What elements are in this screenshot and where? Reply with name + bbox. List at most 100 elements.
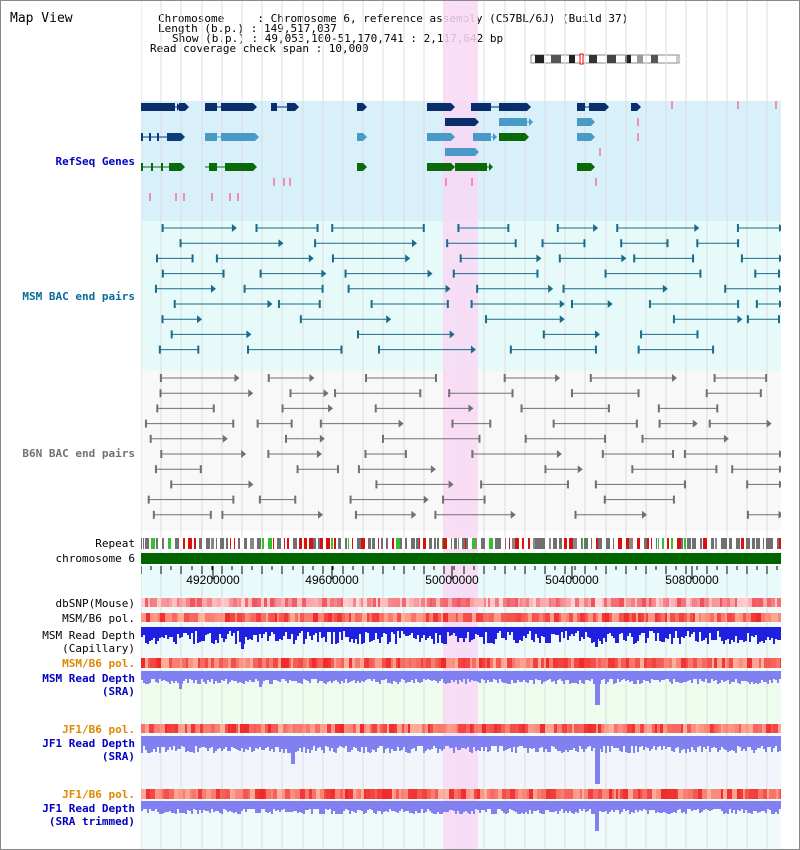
jf1-b6-pol-cell	[155, 789, 159, 799]
msm-capillary-depth-bar	[627, 631, 629, 636]
msm-sra-depth-bar	[275, 679, 277, 680]
jf1-b6-pol-cell	[433, 724, 437, 733]
jf1-trimmed-depth-bar	[335, 809, 337, 814]
jf1-sra-depth-bar	[509, 746, 511, 748]
repeat-element	[320, 538, 323, 549]
b6n-bac-pair-end	[267, 374, 270, 382]
track-label-jf1-b6-pol-2[interactable]: JF1/B6 pol.	[62, 788, 135, 801]
msm-sra-depth-bar	[341, 679, 343, 681]
msm-bac-pair-end	[191, 254, 194, 263]
msm-sra-depth-bar	[257, 679, 259, 681]
jf1-b6-pol-cell	[364, 724, 366, 733]
msm-b6-pol-cell	[515, 613, 519, 622]
gene-strand-arrow	[591, 163, 595, 171]
jf1-sra-depth-bar	[171, 746, 173, 750]
msm-capillary-depth-bar	[763, 631, 765, 643]
chromosome-ideogram[interactable]	[529, 53, 684, 65]
msm-capillary-depth-bar	[197, 631, 199, 643]
jf1-b6-pol-cell	[438, 789, 443, 799]
msm-b6-pol-cell	[231, 658, 236, 668]
axis-tick-label: 50800000	[665, 573, 719, 587]
msm-b6-pol-cell	[379, 613, 384, 622]
b6n-bac-pair-end	[503, 374, 506, 382]
msm-sra-depth-bar	[491, 679, 493, 682]
msm-sra-depth-bar	[649, 679, 651, 683]
track-label-jf1-read-sra[interactable]: JF1 Read Depth	[42, 737, 135, 750]
dbsnp-cell	[579, 598, 584, 607]
msm-sra-depth-bar	[293, 679, 295, 681]
msm-b6-pol-cell	[577, 613, 580, 622]
msm-capillary-depth-bar	[741, 631, 743, 640]
track-label-repeat[interactable]: Repeat	[95, 537, 135, 550]
track-label-msm-b6-pol-2[interactable]: MSM/B6 pol.	[62, 657, 135, 670]
jf1-b6-pol-cell	[348, 789, 353, 799]
dbsnp-cell	[631, 598, 635, 607]
jf1-b6-pol-cell	[303, 724, 306, 733]
jf1-b6-pol-cell	[443, 789, 445, 799]
dbsnp-cell	[709, 598, 712, 607]
msm-capillary-depth-bar	[411, 631, 413, 633]
b6n-bac-pair-end	[334, 389, 337, 398]
jf1-b6-pol-cell	[732, 789, 737, 799]
dbsnp-cell	[490, 598, 495, 607]
dbsnp-cell	[152, 598, 157, 607]
jf1-sra-depth-bar	[213, 746, 215, 753]
track-label-jf1-read-trim[interactable]: JF1 Read Depth	[42, 802, 135, 815]
repeat-element	[651, 538, 652, 549]
msm-capillary-depth-bar	[371, 631, 373, 641]
repeat-element	[211, 538, 214, 549]
gene-exon	[141, 133, 143, 141]
jf1-b6-pol-cell	[422, 724, 425, 733]
jf1-b6-pol-cell	[200, 724, 203, 733]
track-label-jf1-b6-pol-1[interactable]: JF1/B6 pol.	[62, 723, 135, 736]
jf1-sra-depth-bar	[211, 746, 213, 747]
jf1-sra-depth-bar	[415, 746, 417, 751]
msm-b6-pol-cell	[601, 658, 606, 668]
msm-b6-pol-cell	[458, 613, 463, 622]
dbsnp-cell	[735, 598, 737, 607]
jf1-trimmed-depth-bar	[163, 809, 165, 813]
msm-b6-pol-cell	[765, 613, 769, 622]
msm-sra-depth-bar	[619, 679, 621, 682]
jf1-sra-depth-bar	[609, 746, 611, 752]
jf1-b6-pol-cell	[731, 724, 735, 733]
track-label-msm-read-cap[interactable]: MSM Read Depth	[42, 629, 135, 642]
track-label-msm-b6-pol-1[interactable]: MSM/B6 pol.	[62, 612, 135, 625]
track-label-msm-read-sra[interactable]: MSM Read Depth	[42, 672, 135, 685]
msm-bac-pair-end-arrow	[593, 224, 599, 232]
msm-b6-pol-cell	[766, 658, 771, 668]
msm-b6-pol-cell	[544, 658, 546, 668]
jf1-sra-depth-bar	[739, 746, 741, 747]
msm-b6-pol-cell	[208, 658, 211, 668]
msm-b6-pol-cell	[611, 658, 615, 668]
jf1-sra-depth-bar	[565, 746, 567, 750]
jf1-sra-depth-bar	[161, 746, 163, 747]
track-label-msm-bac[interactable]: MSM BAC end pairs	[22, 290, 135, 303]
msm-bac-pair-end	[692, 254, 695, 263]
msm-bac-pair-end	[696, 330, 699, 339]
jf1-sra-depth-bar	[219, 746, 221, 748]
jf1-trimmed-depth-bar	[429, 809, 431, 811]
repeat-element	[268, 538, 272, 549]
msm-capillary-depth-bar	[261, 631, 263, 638]
msm-sra-depth-bar	[337, 679, 339, 682]
msm-b6-pol-cell	[189, 613, 194, 622]
jf1-b6-pol-cell	[366, 724, 370, 733]
dbsnp-cell	[488, 598, 490, 607]
jf1-trimmed-depth-bar	[647, 809, 649, 814]
jf1-trimmed-depth-bar	[147, 809, 149, 813]
repeat-element	[429, 538, 432, 549]
jf1-b6-pol-cell	[427, 789, 431, 799]
jf1-sra-depth-bar	[605, 746, 607, 753]
track-label-dbsnp[interactable]: dbSNP(Mouse)	[55, 597, 135, 610]
jf1-sra-depth-bar	[451, 746, 453, 748]
msm-b6-pol-cell	[641, 613, 644, 622]
msm-b6-pol-cell	[332, 613, 334, 622]
msm-capillary-depth-bar	[153, 631, 155, 638]
track-label-refseq[interactable]: RefSeq Genes	[55, 155, 135, 168]
msm-b6-pol-cell	[652, 658, 656, 668]
repeat-element	[437, 538, 439, 549]
msm-capillary-depth-bar	[573, 631, 575, 636]
genome-track-panel[interactable]: 49200000 49600000 50000000 50400000 50800000	[141, 1, 781, 849]
track-label-b6n-bac[interactable]: B6N BAC end pairs	[22, 447, 135, 460]
